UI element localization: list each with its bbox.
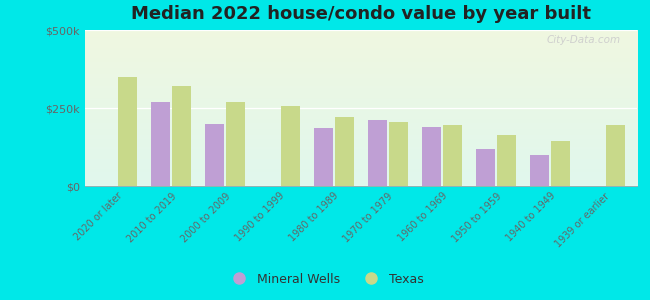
Bar [205, 124, 224, 186]
Bar [443, 125, 462, 186]
Bar [368, 121, 387, 186]
Text: City-Data.com: City-Data.com [546, 35, 620, 45]
Bar [476, 148, 495, 186]
Bar [172, 86, 191, 186]
Bar [151, 102, 170, 186]
Bar [281, 106, 300, 186]
Legend: Mineral Wells, Texas: Mineral Wells, Texas [222, 268, 428, 291]
Bar [551, 141, 571, 186]
Bar [422, 127, 441, 186]
Title: Median 2022 house/condo value by year built: Median 2022 house/condo value by year bu… [131, 5, 591, 23]
Bar [226, 102, 246, 186]
Bar [313, 128, 333, 186]
Bar [530, 155, 549, 186]
Bar [118, 77, 137, 186]
Bar [606, 125, 625, 186]
Bar [335, 117, 354, 186]
Bar [497, 134, 516, 186]
Bar [389, 122, 408, 186]
